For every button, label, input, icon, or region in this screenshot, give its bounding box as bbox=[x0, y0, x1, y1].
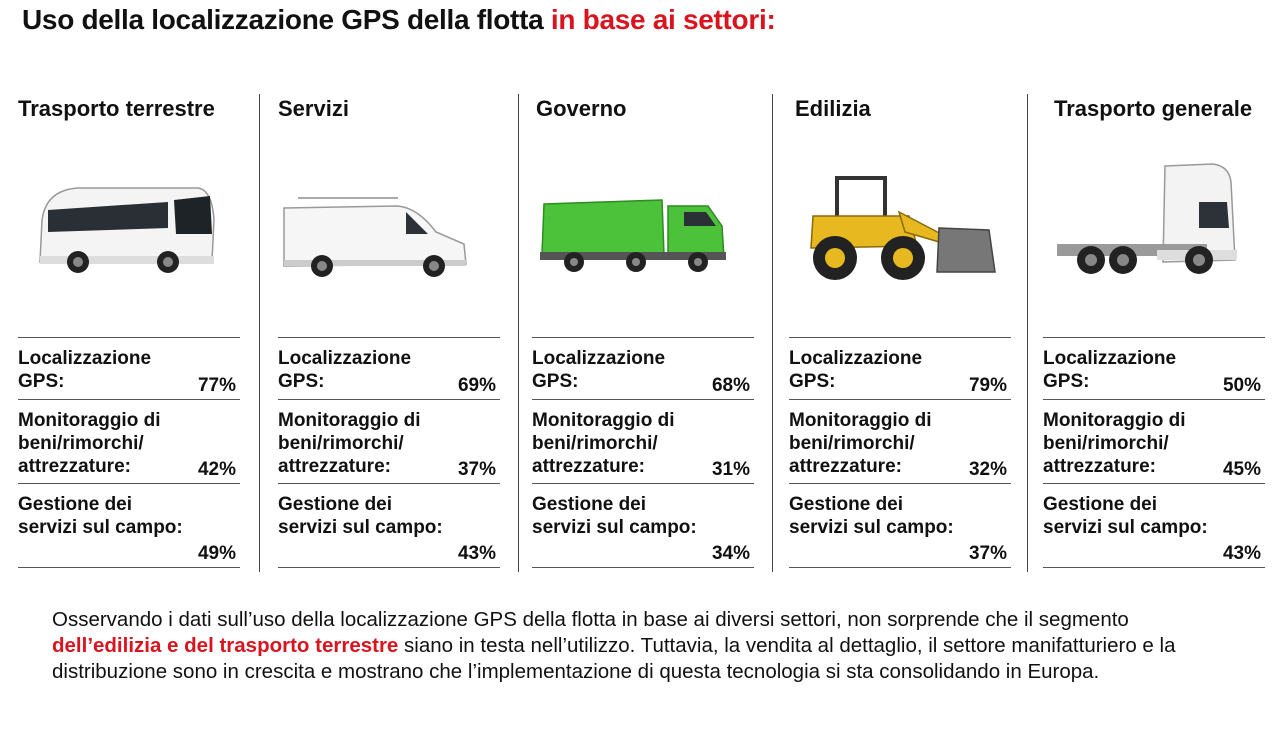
stat-label: Monitoraggio di beni/rimorchi/ attrezzat… bbox=[789, 410, 932, 477]
stat-label: Localizzazione GPS: bbox=[789, 348, 923, 392]
stat-row-gps: Localizzazione GPS: 77% bbox=[18, 337, 240, 399]
stat-row-gps: Localizzazione GPS: 50% bbox=[1043, 337, 1265, 399]
paragraph-text: siano in testa nell’utilizzo. Tuttavia, … bbox=[52, 634, 1176, 683]
stats-table: Localizzazione GPS: 69% Monitoraggio di … bbox=[278, 337, 500, 568]
stat-value: 50% bbox=[1222, 375, 1261, 396]
stat-row-field: Gestione dei servizi sul campo: 49% bbox=[18, 483, 240, 568]
stat-value: 68% bbox=[711, 375, 750, 396]
stats-table: Localizzazione GPS: 68% Monitoraggio di … bbox=[532, 337, 754, 568]
stat-value: 45% bbox=[1222, 459, 1261, 480]
stat-value: 79% bbox=[968, 375, 1007, 396]
stats-table: Localizzazione GPS: 77% Monitoraggio di … bbox=[18, 337, 240, 568]
stat-value: 31% bbox=[711, 459, 750, 480]
stat-row-asset: Monitoraggio di beni/rimorchi/ attrezzat… bbox=[532, 399, 754, 483]
truck-tractor-icon bbox=[1043, 162, 1263, 292]
stat-value: 43% bbox=[1222, 543, 1261, 564]
stat-label: Monitoraggio di beni/rimorchi/ attrezzat… bbox=[278, 410, 421, 477]
stat-label: Monitoraggio di beni/rimorchi/ attrezzat… bbox=[18, 410, 161, 477]
stat-value: 34% bbox=[711, 543, 750, 564]
stat-row-asset: Monitoraggio di beni/rimorchi/ attrezzat… bbox=[278, 399, 500, 483]
wheel-loader-icon bbox=[789, 172, 1009, 302]
stat-label: Gestione dei servizi sul campo: bbox=[278, 494, 443, 538]
sector-title: Edilizia bbox=[795, 96, 871, 121]
sector-title: Trasporto generale bbox=[1054, 96, 1253, 121]
paragraph-highlight: dell’edilizia e del trasporto terrestre bbox=[52, 634, 399, 657]
stat-value: 77% bbox=[197, 375, 236, 396]
column-divider bbox=[772, 94, 773, 572]
stat-label: Gestione dei servizi sul campo: bbox=[1043, 494, 1208, 538]
stat-row-gps: Localizzazione GPS: 68% bbox=[532, 337, 754, 399]
stat-row-field: Gestione dei servizi sul campo: 43% bbox=[278, 483, 500, 568]
column-divider bbox=[1027, 94, 1028, 572]
stat-label: Gestione dei servizi sul campo: bbox=[18, 494, 183, 538]
title-highlight: in base ai settori: bbox=[550, 4, 776, 35]
stat-label: Localizzazione GPS: bbox=[1043, 348, 1177, 392]
sector-title: Servizi bbox=[278, 96, 349, 121]
stats-table: Localizzazione GPS: 50% Monitoraggio di … bbox=[1043, 337, 1265, 568]
column-divider bbox=[259, 94, 260, 572]
stat-row-field: Gestione dei servizi sul campo: 43% bbox=[1043, 483, 1265, 568]
page-title: Uso della localizzazione GPS della flott… bbox=[22, 4, 776, 36]
stat-value: 43% bbox=[457, 543, 496, 564]
stat-label: Localizzazione GPS: bbox=[18, 348, 152, 392]
stat-value: 32% bbox=[968, 459, 1007, 480]
stat-label: Localizzazione GPS: bbox=[278, 348, 412, 392]
stat-value: 49% bbox=[197, 543, 236, 564]
stat-label: Gestione dei servizi sul campo: bbox=[532, 494, 697, 538]
stat-label: Monitoraggio di beni/rimorchi/ attrezzat… bbox=[532, 410, 675, 477]
stat-row-field: Gestione dei servizi sul campo: 37% bbox=[789, 483, 1011, 568]
stat-row-asset: Monitoraggio di beni/rimorchi/ attrezzat… bbox=[1043, 399, 1265, 483]
stat-row-asset: Monitoraggio di beni/rimorchi/ attrezzat… bbox=[18, 399, 240, 483]
paragraph-text: Osservando i dati sull’uso della localiz… bbox=[52, 608, 1129, 631]
stat-value: 37% bbox=[968, 543, 1007, 564]
stat-value: 69% bbox=[457, 375, 496, 396]
bus-icon bbox=[18, 180, 238, 310]
van-icon bbox=[278, 188, 498, 318]
stat-row-gps: Localizzazione GPS: 79% bbox=[789, 337, 1011, 399]
column-divider bbox=[518, 94, 519, 572]
stat-label: Monitoraggio di beni/rimorchi/ attrezzat… bbox=[1043, 410, 1186, 477]
stats-table: Localizzazione GPS: 79% Monitoraggio di … bbox=[789, 337, 1011, 568]
stat-value: 42% bbox=[197, 459, 236, 480]
stat-label: Gestione dei servizi sul campo: bbox=[789, 494, 954, 538]
sector-title: Governo bbox=[536, 96, 627, 121]
garbage-truck-icon bbox=[532, 192, 752, 322]
stat-value: 37% bbox=[457, 459, 496, 480]
sector-title: Trasporto terrestre bbox=[18, 96, 215, 121]
stat-row-asset: Monitoraggio di beni/rimorchi/ attrezzat… bbox=[789, 399, 1011, 483]
summary-paragraph: Osservando i dati sull’uso della localiz… bbox=[52, 607, 1202, 685]
stat-row-field: Gestione dei servizi sul campo: 34% bbox=[532, 483, 754, 568]
stat-row-gps: Localizzazione GPS: 69% bbox=[278, 337, 500, 399]
stat-label: Localizzazione GPS: bbox=[532, 348, 666, 392]
title-main: Uso della localizzazione GPS della flott… bbox=[22, 4, 544, 35]
